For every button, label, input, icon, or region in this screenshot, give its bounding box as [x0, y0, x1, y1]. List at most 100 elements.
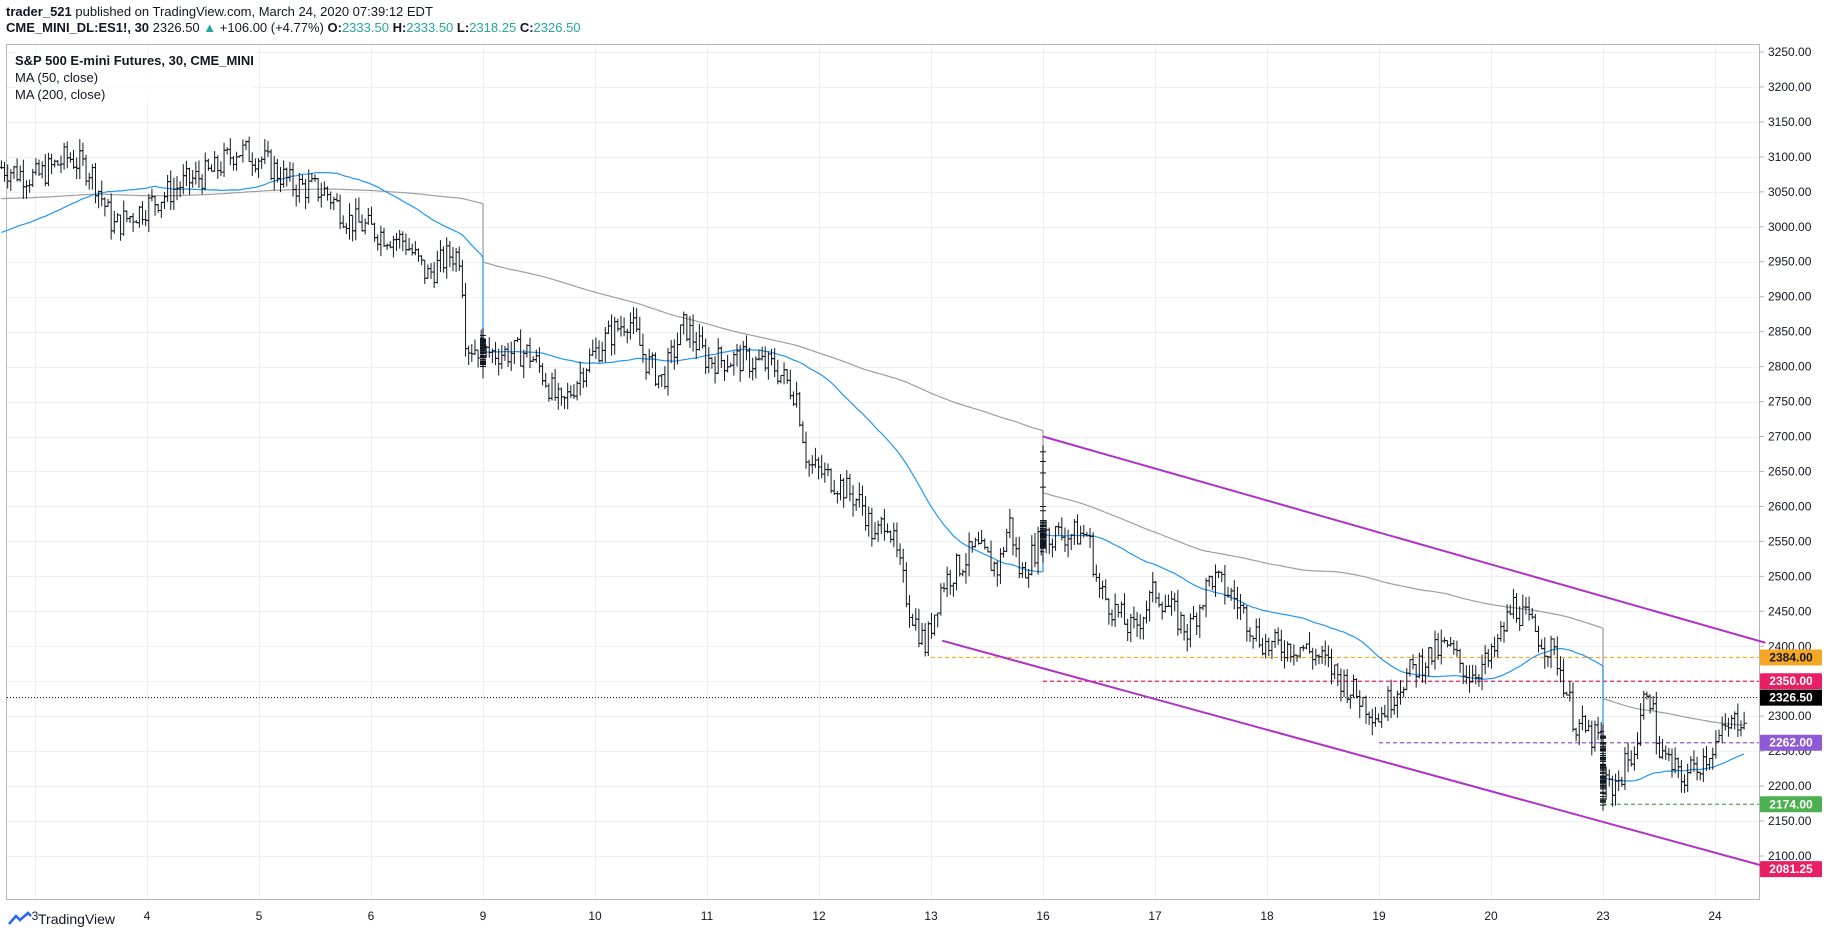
ohlc-bar — [1538, 639, 1545, 650]
ohlc-bar — [828, 468, 835, 494]
y-tick-label: 3000.00 — [1768, 220, 1812, 234]
ohlc-bar — [1306, 631, 1313, 654]
ohlc-bar — [252, 158, 259, 173]
ohlc-bar — [1268, 640, 1275, 659]
ohlc-bar — [727, 362, 734, 368]
ohlc-bar — [1662, 745, 1669, 760]
x-tick-label: 17 — [1148, 909, 1162, 923]
ohlc-bar — [831, 479, 838, 496]
tradingview-logo-icon — [8, 911, 32, 925]
ohlc-bar — [1403, 668, 1410, 691]
ohlc-bar — [1650, 696, 1657, 711]
ohlc-bar — [1328, 648, 1335, 685]
ohlc-bar — [909, 613, 916, 627]
ohlc-bar — [293, 184, 300, 207]
ohlc-bar — [471, 339, 478, 356]
ohlc-bar — [630, 307, 637, 334]
ohlc-bar — [286, 162, 293, 182]
ohlc-bar — [505, 343, 512, 367]
ohlc-bar — [777, 374, 784, 384]
ohlc-bar — [202, 152, 209, 191]
svg-text:2174.00: 2174.00 — [1769, 797, 1813, 811]
ohlc-bar — [1102, 579, 1109, 601]
ohlc-bar — [919, 622, 926, 646]
channel-lower-line[interactable] — [941, 639, 1766, 868]
x-tick-label: 16 — [1036, 909, 1050, 923]
ohlc-bar — [536, 347, 543, 374]
ohlc-bar — [79, 142, 86, 166]
ohlc-bar — [1447, 636, 1454, 647]
ohlc-bar — [959, 569, 966, 577]
ohlc-bar — [523, 344, 530, 358]
ohlc-bar — [302, 179, 309, 210]
ohlc-bar — [784, 368, 791, 384]
ohlc-bar — [123, 210, 130, 223]
ohlc-bar — [1237, 593, 1244, 620]
ohlc-bar — [1025, 568, 1032, 588]
ohlc-bar — [1535, 625, 1542, 653]
ohlc-bar — [545, 383, 552, 402]
ohlc-bar — [944, 566, 951, 597]
series-title[interactable]: S&P 500 E-mini Futures, 30, CME_MINI — [15, 53, 254, 68]
ohlc-bar — [158, 201, 165, 219]
ohlc-bar — [1297, 647, 1304, 659]
ohlc-bar — [1253, 618, 1260, 642]
symbol-label[interactable]: CME_MINI_DL:ES1!, 30 — [6, 20, 150, 35]
ohlc-bar — [1659, 739, 1666, 760]
time-axis[interactable]: 3 4 5 6 9 10 11 12 13 16 17 18 19 20 23 24 — [6, 899, 1760, 924]
ohlc-bar — [940, 582, 947, 593]
ohlc-bar — [1046, 527, 1053, 555]
ohlc-bar — [249, 152, 256, 176]
ohlc-bar — [552, 368, 559, 401]
ohlc-bar — [145, 193, 152, 233]
ohlc-bar — [1588, 720, 1595, 756]
ohlc-bar — [468, 344, 475, 362]
price-label-boxes: 2384.00 2350.00 2262.00 2174.00 2081.25 2326.… — [1760, 649, 1822, 878]
ma50-legend[interactable]: MA (50, close) — [15, 70, 99, 85]
author-name[interactable]: trader_521 — [6, 4, 72, 19]
ohlc-bar — [1700, 748, 1707, 783]
ohlc-bar — [409, 243, 416, 256]
ohlc-bar — [186, 167, 193, 196]
ohlc-bar — [208, 164, 215, 172]
ohlc-bar — [881, 508, 888, 541]
ohlc-bar — [501, 345, 508, 361]
channel-upper-line[interactable] — [1042, 435, 1766, 644]
ohlc-bar — [1074, 514, 1081, 545]
ohlc-bar — [1019, 562, 1026, 578]
ohlc-bar — [1725, 717, 1732, 737]
ma200-legend[interactable]: MA (200, close) — [15, 87, 106, 102]
ohlc-bar — [462, 282, 469, 357]
ohlc-bar — [424, 264, 431, 279]
ohlc-bar — [774, 359, 781, 385]
y-tick-label: 2200.00 — [1768, 779, 1812, 793]
ohlc-bar — [1134, 611, 1141, 637]
ohlc-bar — [1453, 640, 1460, 657]
ohlc-bar — [1184, 623, 1191, 652]
ohlc-bar — [1016, 536, 1023, 579]
ohlc-bar — [605, 320, 612, 334]
ohlc-bar — [567, 385, 574, 398]
ohlc-bar — [611, 316, 618, 355]
ohlc-bar — [696, 323, 703, 351]
ohlc-bar — [868, 507, 875, 547]
channel-lines[interactable] — [941, 435, 1766, 868]
x-tick-label: 9 — [480, 909, 487, 923]
ohlc-bar — [1466, 665, 1473, 693]
ohlc-bar — [189, 170, 196, 188]
ohlc-bar — [199, 174, 206, 195]
ohlc-bar — [355, 197, 362, 223]
ohlc-bar — [796, 391, 803, 427]
ohlc-bar — [1485, 649, 1492, 668]
ohlc-bar — [1190, 605, 1197, 620]
ohlc-bar — [362, 218, 369, 235]
brand-label: TradingView — [38, 911, 116, 927]
ohlc-bar — [268, 149, 275, 181]
ohlc-bar — [1640, 690, 1647, 720]
ohlc-bar — [456, 246, 463, 271]
x-tick-label: 24 — [1708, 909, 1722, 923]
tradingview-brand[interactable]: TradingView — [8, 911, 115, 927]
ohlc-bar — [1618, 776, 1625, 787]
ohlc-bar — [324, 186, 331, 201]
